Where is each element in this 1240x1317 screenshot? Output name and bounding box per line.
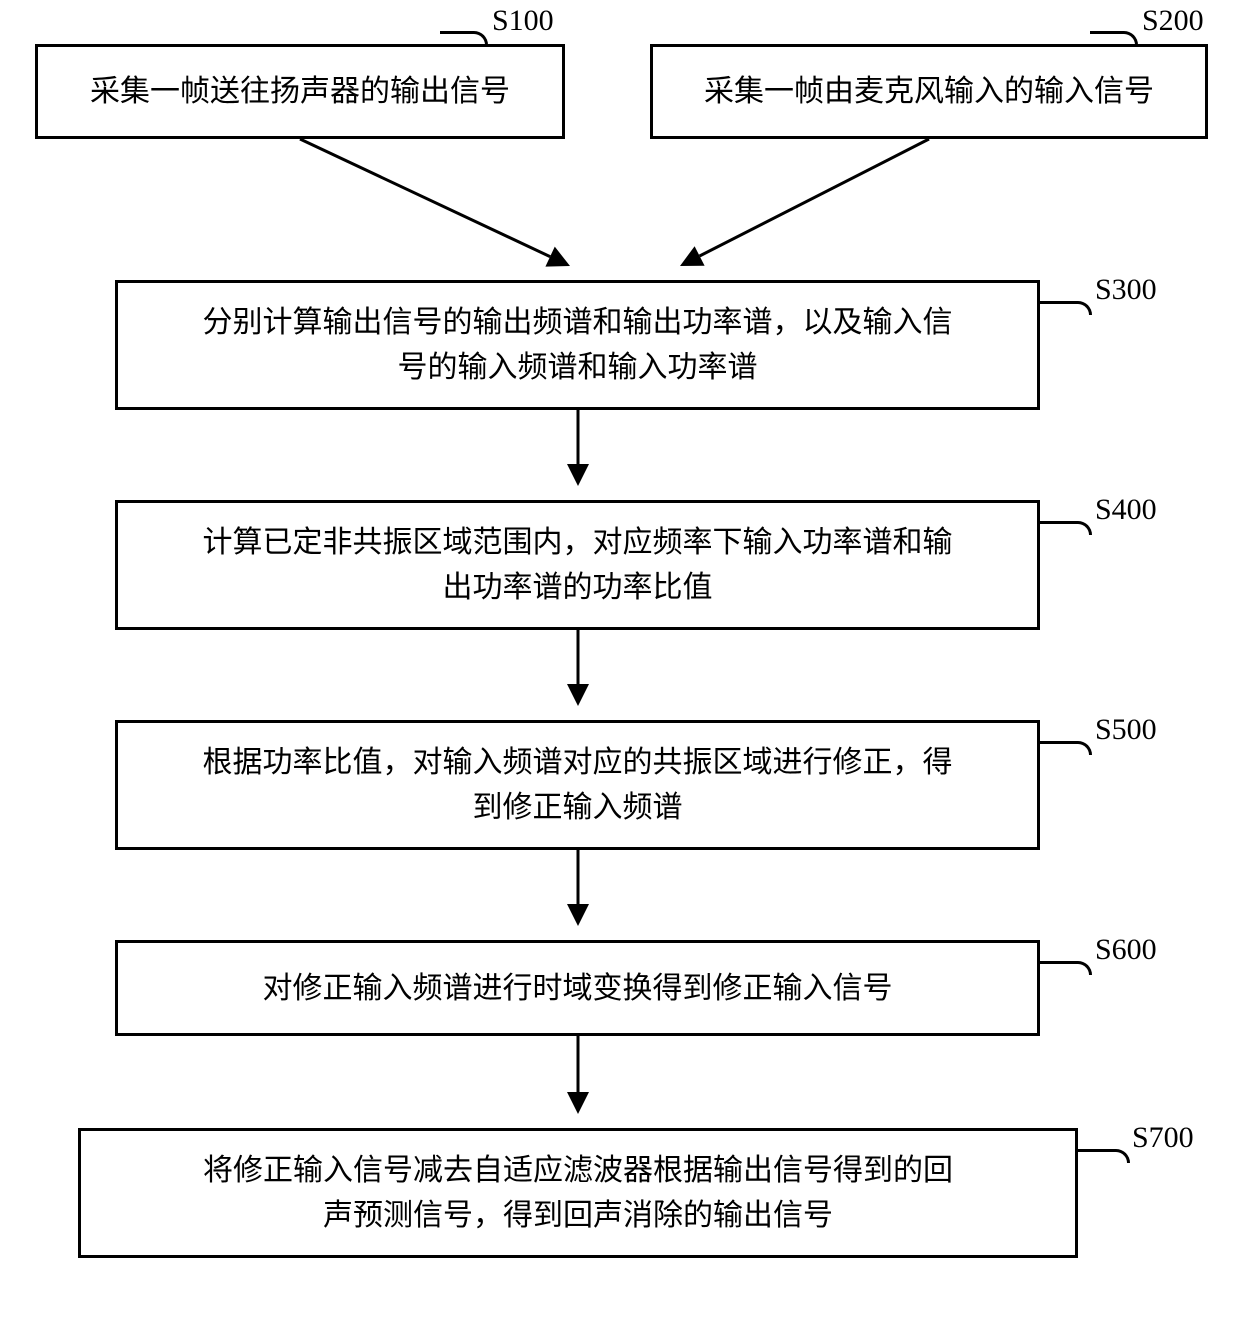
step-leader-S300: [1040, 301, 1092, 315]
step-label-S700: S700: [1132, 1121, 1194, 1155]
step-leader-S500: [1040, 741, 1092, 755]
flow-node-text: 分别计算输出信号的输出频谱和输出功率谱，以及输入信 号的输入频谱和输入功率谱: [203, 300, 953, 390]
flow-node-S700: 将修正输入信号减去自适应滤波器根据输出信号得到的回 声预测信号，得到回声消除的输…: [78, 1128, 1078, 1258]
step-leader-S600: [1040, 961, 1092, 975]
flow-node-text: 对修正输入频谱进行时域变换得到修正输入信号: [263, 966, 893, 1011]
flow-node-text: 计算已定非共振区域范围内，对应频率下输入功率谱和输 出功率谱的功率比值: [203, 520, 953, 610]
flow-node-S500: 根据功率比值，对输入频谱对应的共振区域进行修正，得 到修正输入频谱: [115, 720, 1040, 850]
step-label-S400: S400: [1095, 493, 1157, 527]
step-label-S600: S600: [1095, 933, 1157, 967]
flow-node-S600: 对修正输入频谱进行时域变换得到修正输入信号: [115, 940, 1040, 1036]
step-leader-S100: [440, 31, 488, 45]
step-leader-S200: [1090, 31, 1138, 45]
flow-node-text: 将修正输入信号减去自适应滤波器根据输出信号得到的回 声预测信号，得到回声消除的输…: [203, 1148, 953, 1238]
step-label-S200: S200: [1142, 4, 1204, 38]
step-label-S100: S100: [492, 4, 554, 38]
step-leader-S700: [1078, 1149, 1130, 1163]
step-label-S300: S300: [1095, 273, 1157, 307]
flow-node-S400: 计算已定非共振区域范围内，对应频率下输入功率谱和输 出功率谱的功率比值: [115, 500, 1040, 630]
step-leader-S400: [1040, 521, 1092, 535]
flow-node-text: 采集一帧由麦克风输入的输入信号: [704, 69, 1154, 114]
flow-node-S100: 采集一帧送往扬声器的输出信号: [35, 44, 565, 139]
flow-node-S200: 采集一帧由麦克风输入的输入信号: [650, 44, 1208, 139]
flow-node-text: 根据功率比值，对输入频谱对应的共振区域进行修正，得 到修正输入频谱: [203, 740, 953, 830]
step-label-S500: S500: [1095, 713, 1157, 747]
flow-node-S300: 分别计算输出信号的输出频谱和输出功率谱，以及输入信 号的输入频谱和输入功率谱: [115, 280, 1040, 410]
flow-node-text: 采集一帧送往扬声器的输出信号: [90, 69, 510, 114]
